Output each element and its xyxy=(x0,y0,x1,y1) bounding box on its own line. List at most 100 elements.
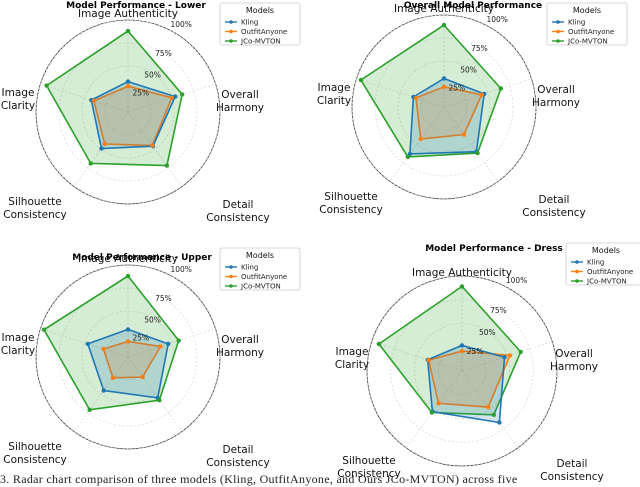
legend-marker-jco-mvton xyxy=(575,279,579,283)
data-point-kling xyxy=(125,327,131,332)
legend-entry-kling: Kling xyxy=(587,259,604,267)
radial-tick-label: 100% xyxy=(170,265,191,274)
legend-entry-outfitanyone: OutfitAnyone xyxy=(241,273,287,281)
series-area-outfitanyone xyxy=(427,350,512,408)
radar-spoke xyxy=(389,106,445,182)
radar-spoke xyxy=(443,78,532,108)
legend-entry-jco-mvton: JCo-MVTON xyxy=(567,38,608,46)
radar-chart-model-performance-lower: 25% 50% 75% 100%Image Authenticity Overall Ha… xyxy=(1,1,301,224)
data-point-outfitanyone xyxy=(158,344,163,349)
radial-tick-label: 25% xyxy=(467,347,484,356)
radar-grid-circle xyxy=(420,83,468,131)
data-point-outfitanyone xyxy=(110,375,116,380)
legend-marker-jco-mvton xyxy=(556,39,560,43)
figure-caption: 3. Radar chart comparison of three model… xyxy=(0,472,518,486)
data-point-jco-mvton xyxy=(459,284,465,289)
data-point-outfitanyone xyxy=(461,132,467,137)
axis-label-image-clarity: Image Clarity xyxy=(1,332,35,357)
axis-label-image-authenticity: Image Authenticity xyxy=(412,267,512,279)
radial-tick-label: 50% xyxy=(460,65,477,74)
data-point-kling xyxy=(459,343,465,348)
legend-title: Models xyxy=(573,6,601,15)
data-point-jco-mvton xyxy=(518,349,523,355)
legend-marker-jco-mvton xyxy=(229,284,233,288)
radar-spoke xyxy=(40,328,129,358)
axis-label-silhouette-consistency: Silhouette Consistency xyxy=(319,191,383,216)
legend-marker-kling xyxy=(229,265,233,269)
axis-label-image-clarity: Image Clarity xyxy=(317,82,351,107)
data-point-kling xyxy=(441,76,447,81)
radar-chart-model-performance-dress: 25% 50% 75% 100%Image Authenticity Overall Ha… xyxy=(335,242,640,483)
radial-tick-label: 25% xyxy=(132,89,149,98)
data-point-outfitanyone xyxy=(479,92,484,98)
radar-chart-model-performance-upper: 25% 50% 75% 100%Image Authenticity Overall Ha… xyxy=(1,247,301,469)
axis-label-silhouette-consistency: Silhouette Consistency xyxy=(337,455,401,480)
radial-tick-label: 100% xyxy=(486,15,507,24)
axis-label-detail-consistency: Detail Consistency xyxy=(206,199,270,224)
radial-tick-label: 75% xyxy=(155,294,172,303)
data-point-outfitanyone xyxy=(441,84,447,90)
chart-title: Overall Model Performance xyxy=(404,1,542,11)
data-point-jco-mvton xyxy=(125,273,131,279)
radar-grid-circle xyxy=(414,323,510,419)
axis-label-image-clarity: Image Clarity xyxy=(1,87,35,112)
data-point-outfitanyone xyxy=(150,143,155,148)
series-area-jco-mvton xyxy=(45,29,184,167)
data-point-jco-mvton xyxy=(475,150,480,156)
data-point-outfitanyone xyxy=(507,353,513,358)
axis-label-overall-harmony: Overall Harmony xyxy=(532,84,580,109)
data-point-jco-mvton xyxy=(44,83,49,88)
radial-tick-label: 75% xyxy=(471,44,488,53)
legend-entry-outfitanyone: OutfitAnyone xyxy=(568,28,614,36)
data-point-outfitanyone xyxy=(91,98,97,104)
radar-spoke xyxy=(356,78,445,108)
legend-title: Models xyxy=(246,6,274,15)
legend-entry-kling: Kling xyxy=(241,264,258,272)
series-area-kling xyxy=(86,328,170,399)
radar-grid-circle xyxy=(437,346,487,396)
radar-grid-circle xyxy=(35,19,221,205)
data-point-jco-mvton xyxy=(164,163,170,168)
series-area-jco-mvton xyxy=(42,274,180,411)
data-point-jco-mvton xyxy=(498,86,504,91)
data-point-outfitanyone xyxy=(418,136,423,142)
data-point-kling xyxy=(502,355,507,360)
legend-title: Models xyxy=(246,251,274,260)
data-point-outfitanyone xyxy=(140,374,145,380)
axis-label-overall-harmony: Overall Harmony xyxy=(216,334,264,359)
radar-grid-circle xyxy=(390,299,534,443)
chart-title: Model Performance - Lower xyxy=(66,1,206,11)
data-point-kling xyxy=(99,146,104,151)
radar-spoke xyxy=(127,111,183,187)
series-area-outfitanyone xyxy=(102,340,162,379)
legend-entry-kling: Kling xyxy=(241,19,258,27)
radar-spoke xyxy=(127,328,216,358)
series-area-jco-mvton xyxy=(359,24,502,158)
radar-spoke xyxy=(443,106,499,182)
data-point-outfitanyone xyxy=(426,357,431,363)
data-point-outfitanyone xyxy=(169,95,174,101)
data-point-kling xyxy=(497,420,502,425)
radial-tick-label: 25% xyxy=(448,84,465,93)
radar-grid-circle xyxy=(35,264,221,450)
radial-tick-label: 75% xyxy=(490,306,507,315)
data-point-jco-mvton xyxy=(376,341,382,347)
data-point-jco-mvton xyxy=(429,410,434,415)
legend-marker-outfitanyone xyxy=(229,29,233,34)
data-point-kling xyxy=(101,388,106,393)
data-point-outfitanyone xyxy=(413,95,419,101)
legend-entry-jco-mvton: JCo-MVTON xyxy=(240,283,281,291)
data-point-jco-mvton xyxy=(405,154,410,160)
data-point-outfitanyone xyxy=(125,84,131,89)
radial-tick-label: 100% xyxy=(506,276,527,285)
axis-label-detail-consistency: Detail Consistency xyxy=(522,194,586,219)
legend-entry-outfitanyone: OutfitAnyone xyxy=(587,268,633,276)
data-point-kling xyxy=(125,79,131,84)
legend-box xyxy=(565,242,640,286)
radial-tick-label: 50% xyxy=(144,70,161,79)
chart-title: Model Performance - Dress xyxy=(425,244,563,254)
series-area-kling xyxy=(90,80,177,150)
